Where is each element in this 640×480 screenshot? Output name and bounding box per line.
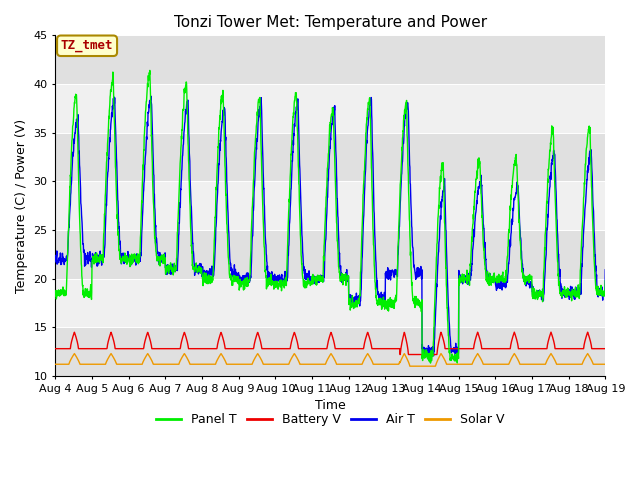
Bar <box>55 181 605 230</box>
Y-axis label: Temperature (C) / Power (V): Temperature (C) / Power (V) <box>15 119 28 293</box>
Bar <box>55 278 605 327</box>
Title: Tonzi Tower Met: Temperature and Power: Tonzi Tower Met: Temperature and Power <box>173 15 487 30</box>
Text: TZ_tmet: TZ_tmet <box>61 39 113 52</box>
X-axis label: Time: Time <box>315 399 346 412</box>
Bar <box>55 327 605 376</box>
Bar <box>55 230 605 278</box>
Bar <box>55 36 605 84</box>
Legend: Panel T, Battery V, Air T, Solar V: Panel T, Battery V, Air T, Solar V <box>151 408 509 431</box>
Bar <box>55 84 605 132</box>
Bar <box>55 132 605 181</box>
